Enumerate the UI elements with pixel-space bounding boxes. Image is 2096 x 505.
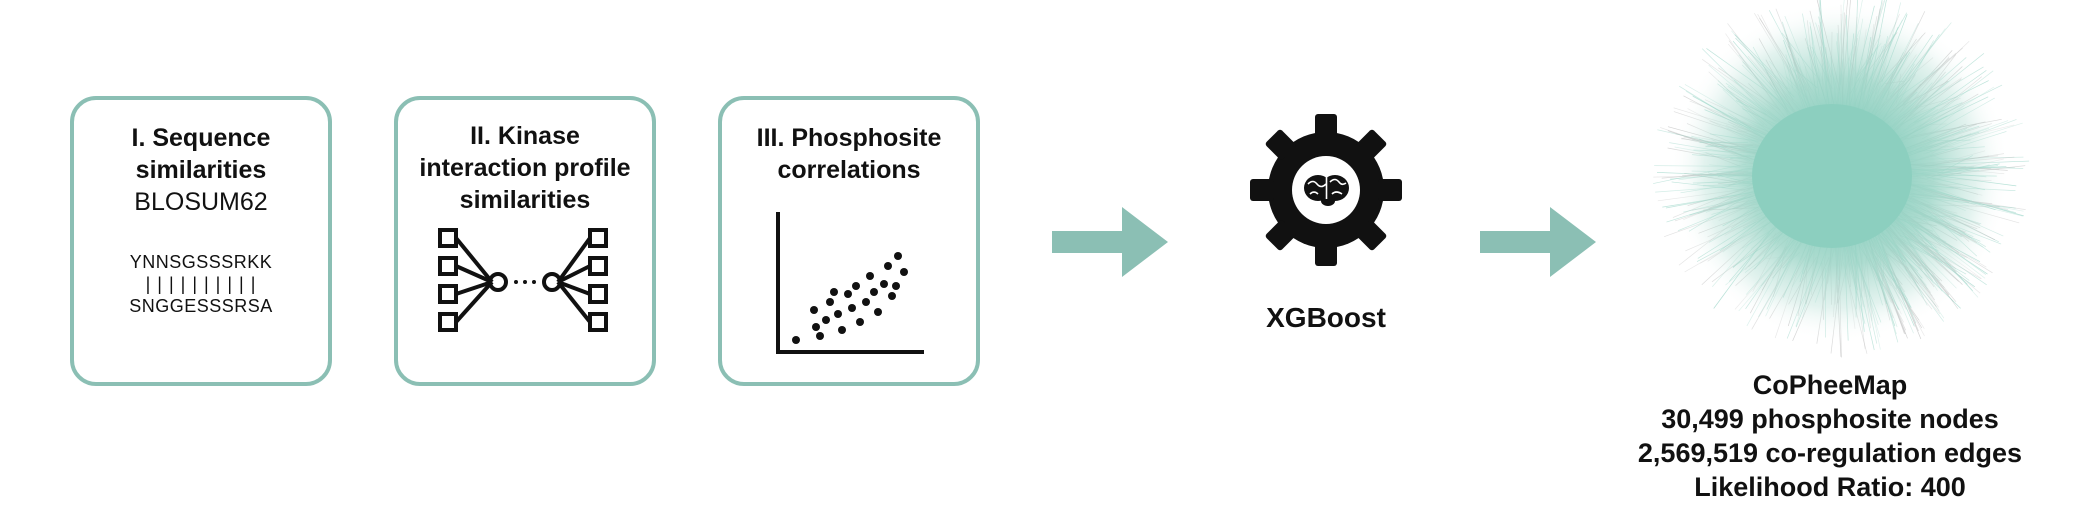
- panel-title: III. Phosphosite correlations: [722, 122, 976, 186]
- network-nodes-icon: [438, 228, 608, 332]
- panel-title-line: similarities: [459, 186, 591, 214]
- right-arrow-icon: [1480, 207, 1596, 277]
- panel-title: II. Kinase interaction profile similarit…: [398, 120, 652, 216]
- right-arrow-icon: [1052, 207, 1168, 277]
- network-ratio: Likelihood Ratio: 400: [1694, 472, 1966, 502]
- panel-title-line: correlations: [777, 156, 921, 184]
- network-name: CoPheeMap: [1752, 370, 1908, 400]
- network-stats: CoPheeMap 30,499 phosphosite nodes 2,569…: [1570, 368, 2090, 504]
- panel-title: I. Sequence similarities: [74, 122, 328, 186]
- alignment-match-marks: | | | | | | | | | |: [145, 274, 257, 294]
- panel-title-line: I. Sequence: [131, 124, 271, 152]
- panel-phosphosite-correlations: III. Phosphosite correlations: [718, 96, 980, 386]
- panel-kinase-interaction: II. Kinase interaction profile similarit…: [394, 96, 656, 386]
- panel-title-line: II. Kinase: [470, 122, 580, 150]
- alignment-top-sequence: YNNSGSSSRKK: [129, 252, 273, 272]
- scatter-plot-icon: [776, 212, 924, 354]
- network-hairball-icon: [1653, 0, 2030, 358]
- panel-title-line: interaction profile: [419, 154, 631, 182]
- network-nodes: 30,499 phosphosite nodes: [1661, 404, 1999, 434]
- panel-title-line: III. Phosphosite: [756, 124, 942, 152]
- gear-brain-icon: [1250, 114, 1402, 266]
- panel-sequence-similarities: I. Sequence similarities BLOSUM62 YNNSGS…: [70, 96, 332, 386]
- panel-subtitle: BLOSUM62: [134, 188, 268, 216]
- alignment-bottom-sequence: SNGGESSSRSA: [129, 296, 273, 316]
- panel-title-line: similarities: [135, 156, 267, 184]
- model-label: XGBoost: [1266, 302, 1386, 333]
- network-edges: 2,569,519 co-regulation edges: [1637, 438, 2023, 468]
